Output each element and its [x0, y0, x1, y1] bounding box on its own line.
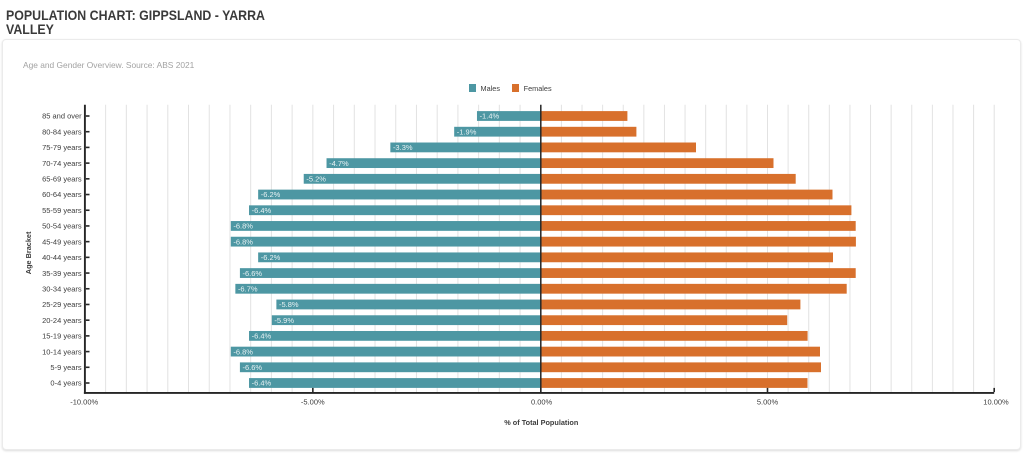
svg-text:-6.8%: -6.8%	[233, 237, 253, 246]
svg-text:-6.8%: -6.8%	[233, 347, 253, 356]
svg-text:55-59 years: 55-59 years	[42, 206, 82, 215]
svg-text:10-14 years: 10-14 years	[42, 347, 82, 356]
svg-text:-6.8%: -6.8%	[233, 222, 253, 231]
svg-text:0.00%: 0.00%	[531, 397, 553, 406]
svg-text:70-74 years: 70-74 years	[42, 159, 82, 168]
svg-text:50-54 years: 50-54 years	[42, 222, 82, 231]
svg-text:0-4 years: 0-4 years	[50, 379, 82, 388]
svg-text:-5.2%: -5.2%	[306, 175, 326, 184]
svg-text:35-39 years: 35-39 years	[42, 269, 82, 278]
svg-text:-6.7%: -6.7%	[238, 284, 258, 293]
svg-text:-6.4%: -6.4%	[252, 206, 272, 215]
svg-text:Age Bracket: Age Bracket	[24, 231, 33, 274]
svg-text:10.00%: 10.00%	[983, 397, 1009, 406]
svg-text:60-64 years: 60-64 years	[42, 190, 82, 199]
svg-text:-6.4%: -6.4%	[252, 379, 272, 388]
svg-text:-6.6%: -6.6%	[243, 269, 263, 278]
svg-text:25-29 years: 25-29 years	[42, 300, 82, 309]
svg-text:15-19 years: 15-19 years	[42, 332, 82, 341]
svg-text:-5.8%: -5.8%	[279, 300, 299, 309]
svg-text:-5.9%: -5.9%	[274, 316, 294, 325]
svg-text:5.00%: 5.00%	[757, 397, 779, 406]
svg-text:75-79 years: 75-79 years	[42, 143, 82, 152]
svg-text:-6.2%: -6.2%	[261, 253, 281, 262]
svg-text:45-49 years: 45-49 years	[42, 237, 82, 246]
svg-text:-4.7%: -4.7%	[329, 159, 349, 168]
svg-text:40-44 years: 40-44 years	[42, 253, 82, 262]
svg-text:20-24 years: 20-24 years	[42, 316, 82, 325]
svg-text:-6.6%: -6.6%	[243, 363, 263, 372]
svg-text:% of Total Population: % of Total Population	[504, 418, 578, 427]
svg-text:-1.4%: -1.4%	[480, 112, 500, 121]
svg-text:-6.2%: -6.2%	[261, 190, 281, 199]
svg-text:30-34 years: 30-34 years	[42, 284, 82, 293]
svg-text:80-84 years: 80-84 years	[42, 127, 82, 136]
svg-text:-1.9%: -1.9%	[457, 127, 477, 136]
svg-text:5-9 years: 5-9 years	[50, 363, 82, 372]
svg-text:-6.4%: -6.4%	[252, 332, 272, 341]
svg-text:-3.3%: -3.3%	[393, 143, 413, 152]
svg-text:85 and over: 85 and over	[42, 112, 82, 121]
svg-text:-5.00%: -5.00%	[301, 397, 325, 406]
svg-text:-10.00%: -10.00%	[70, 397, 98, 406]
svg-text:65-69 years: 65-69 years	[42, 175, 82, 184]
